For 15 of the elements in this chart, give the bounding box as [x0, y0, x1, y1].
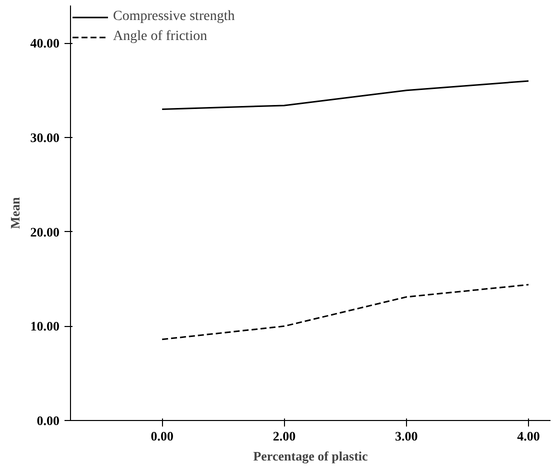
- x-tick-label: 3.00: [395, 428, 418, 444]
- legend-label: Compressive strength: [113, 9, 235, 25]
- x-tick-label: 2.00: [272, 428, 296, 444]
- legend-label: Angle of friction: [113, 29, 208, 45]
- y-tick-label: 40.00: [30, 36, 60, 51]
- y-tick-label: 0.00: [36, 413, 60, 428]
- y-axis-title: Mean: [7, 196, 22, 229]
- x-tick-label: 0.00: [150, 428, 174, 444]
- line-series: [161, 284, 530, 340]
- line-series: [161, 80, 530, 110]
- y-tick-label: 10.00: [30, 318, 60, 334]
- x-tick-label: 4.00: [517, 428, 540, 444]
- y-tick-label: 20.00: [30, 224, 60, 240]
- x-axis-title: Percentage of plastic: [253, 448, 368, 464]
- y-tick-label: 30.00: [30, 130, 60, 146]
